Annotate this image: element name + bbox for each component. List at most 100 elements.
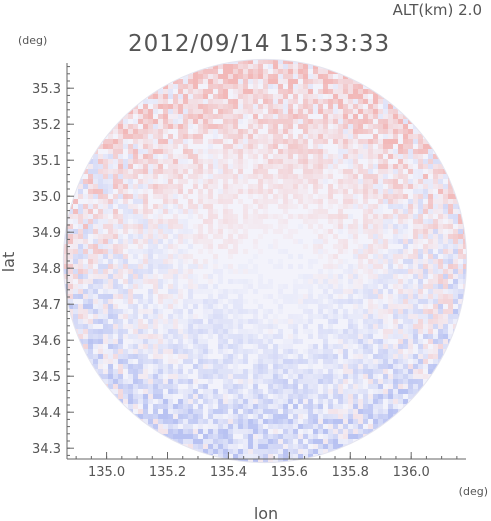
heatmap-cell [133,314,138,319]
heatmap-cell [298,194,303,199]
heatmap-cell [203,344,208,349]
heatmap-cell [98,234,103,239]
heatmap-cell [83,324,88,329]
heatmap-cell [348,149,353,154]
heatmap-cell [193,149,198,154]
x-axis-label: lon [254,504,278,521]
heatmap-cell [158,264,163,269]
heatmap-cell [403,274,408,279]
heatmap-cell [173,154,178,159]
heatmap-cell [283,459,288,463]
heatmap-cell [318,404,323,409]
heatmap-cell [68,304,73,309]
heatmap-cell [328,274,333,279]
heatmap-cell [223,179,228,184]
heatmap-cell [413,224,418,229]
heatmap-cell [148,174,153,179]
heatmap-cell [153,384,158,389]
heatmap-cell [428,294,433,299]
heatmap-cell [188,209,193,214]
heatmap-cell [283,139,288,144]
heatmap-cell [353,329,358,334]
heatmap-cell [293,409,298,414]
heatmap-cell [288,374,293,379]
heatmap-cell [148,209,153,214]
heatmap-cell [183,354,188,359]
heatmap-cell [218,299,223,304]
heatmap-cell [413,159,418,164]
heatmap-cell [223,399,228,404]
heatmap-cell [148,244,153,249]
heatmap-cell [98,369,103,374]
heatmap-cell [343,194,348,199]
heatmap-cell [103,309,108,314]
heatmap-cell [83,209,88,214]
heatmap-cell [103,164,108,169]
heatmap-cell [433,229,438,234]
heatmap-cell [418,144,423,149]
heatmap-cell [273,79,278,84]
heatmap-cell [418,299,423,304]
heatmap-cell [103,174,108,179]
heatmap-cell [178,399,183,404]
heatmap-cell [378,299,383,304]
heatmap-cell [88,264,93,269]
heatmap-cell [218,329,223,334]
heatmap-cell [168,419,173,424]
heatmap-cell [353,129,358,134]
heatmap-cell [283,449,288,454]
heatmap-cell [378,119,383,124]
heatmap-cell [298,454,303,459]
heatmap-cell [313,134,318,139]
heatmap-cell [338,314,343,319]
heatmap-cell [258,304,263,309]
heatmap-cell [293,334,298,339]
heatmap-cell [203,219,208,224]
heatmap-cell [158,134,163,139]
heatmap-cell [313,174,318,179]
heatmap-cell [118,164,123,169]
heatmap-cell [438,339,443,344]
heatmap-cell [118,379,123,384]
heatmap-cell [378,309,383,314]
heatmap-cell [98,334,103,339]
heatmap-cell [233,89,238,94]
heatmap-cell [83,344,88,349]
heatmap-cell [253,379,258,384]
heatmap-cell [363,229,368,234]
heatmap-cell [313,99,318,104]
heatmap-cell [418,259,423,264]
heatmap-cell [363,264,368,269]
heatmap-cell [288,159,293,164]
heatmap-cell [363,324,368,329]
heatmap-cell [123,229,128,234]
heatmap-cell [118,309,123,314]
heatmap-cell [158,424,163,429]
heatmap-cell [138,364,143,369]
heatmap-cell [228,124,233,129]
heatmap-cell [178,354,183,359]
heatmap-cell [173,384,178,389]
heatmap-cell [183,434,188,439]
heatmap-cell [173,224,178,229]
heatmap-cell [133,194,138,199]
heatmap-cell [163,189,168,194]
heatmap-cell [118,324,123,329]
heatmap-cell [303,399,308,404]
heatmap-cell [188,289,193,294]
heatmap-cell [408,314,413,319]
heatmap-cell [98,144,103,149]
heatmap-cell [188,234,193,239]
heatmap-cell [123,349,128,354]
heatmap-cell [358,249,363,254]
heatmap-cell [153,349,158,354]
heatmap-cell [428,309,433,314]
heatmap-cell [428,224,433,229]
heatmap-cell [383,239,388,244]
heatmap-cell [378,359,383,364]
heatmap-cell [118,394,123,399]
heatmap-cell [353,234,358,239]
heatmap-cell [328,359,333,364]
heatmap-cell [78,254,83,259]
heatmap-cell [348,79,353,84]
